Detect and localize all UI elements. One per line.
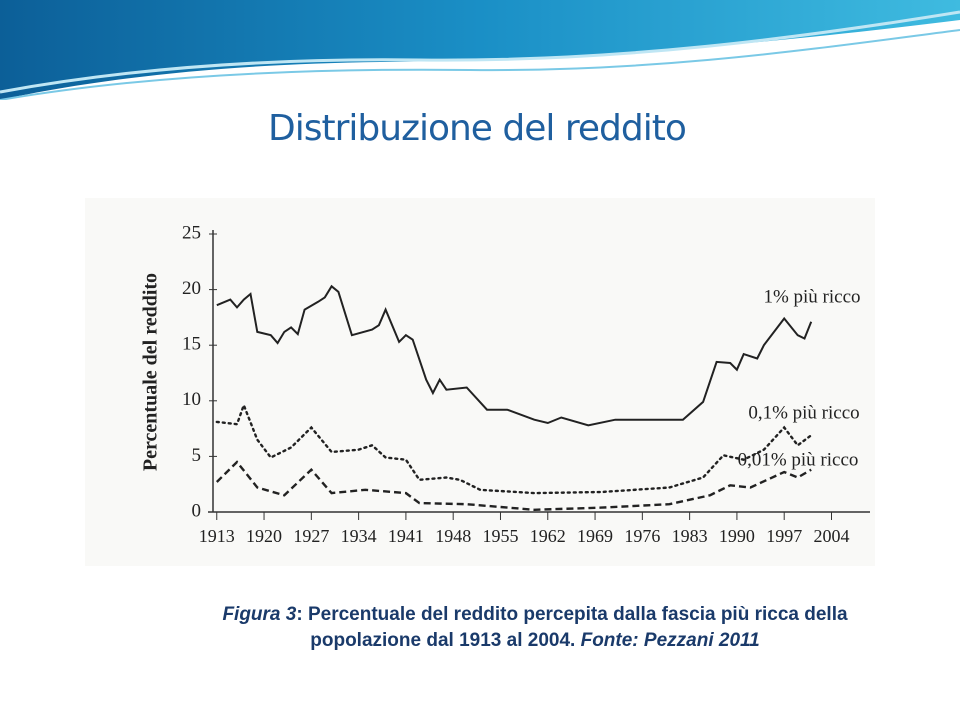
slide-title: Distribuzione del reddito bbox=[268, 108, 687, 149]
series-label: 0,01% più ricco bbox=[738, 449, 859, 470]
chart-background bbox=[85, 198, 875, 566]
y-tick-label: 20 bbox=[182, 278, 201, 299]
x-tick-label: 1976 bbox=[624, 526, 660, 546]
x-tick-label: 1997 bbox=[766, 526, 802, 546]
series-line bbox=[216, 284, 813, 427]
x-tick-label: 1955 bbox=[482, 526, 518, 546]
y-tick-label: 10 bbox=[182, 389, 201, 410]
caption-source: Fonte: Pezzani 2011 bbox=[580, 630, 760, 651]
x-tick-label: 2004 bbox=[813, 526, 849, 546]
caption-lead: Figura 3 bbox=[222, 604, 297, 625]
x-tick-label: 1934 bbox=[341, 526, 377, 546]
caption-text: : Percentuale del reddito percepita dall… bbox=[296, 604, 848, 651]
x-tick-label: 1990 bbox=[719, 526, 755, 546]
y-tick-label: 0 bbox=[192, 500, 202, 521]
x-tick-label: 1927 bbox=[293, 526, 329, 546]
header-decoration bbox=[0, 0, 960, 100]
x-tick-label: 1948 bbox=[435, 526, 471, 546]
x-tick-label: 1969 bbox=[577, 526, 613, 546]
y-tick-label: 25 bbox=[182, 222, 201, 243]
x-tick-label: 1920 bbox=[246, 526, 282, 546]
x-tick-label: 1913 bbox=[199, 526, 235, 546]
x-tick-label: 1983 bbox=[672, 526, 708, 546]
series-line bbox=[215, 460, 812, 512]
series-line bbox=[215, 401, 813, 495]
series-label: 1% più ricco bbox=[763, 286, 860, 307]
x-tick-label: 1962 bbox=[530, 526, 566, 546]
series-label: 0,1% più ricco bbox=[748, 402, 859, 423]
x-tick-label: 1941 bbox=[388, 526, 424, 546]
y-tick-label: 15 bbox=[182, 334, 201, 355]
y-tick-label: 5 bbox=[192, 445, 202, 466]
y-axis-label: Percentuale del reddito bbox=[140, 273, 162, 471]
caption: Figura 3: Percentuale del reddito percep… bbox=[185, 602, 885, 654]
